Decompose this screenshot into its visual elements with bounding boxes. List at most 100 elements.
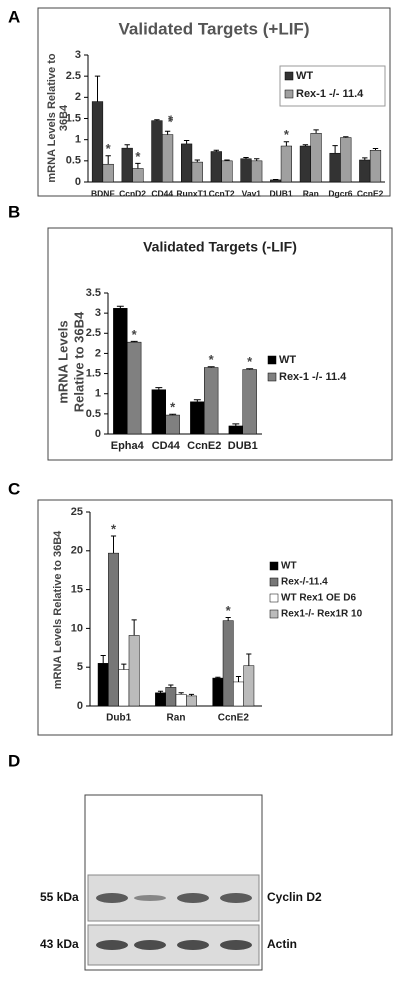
error-bar xyxy=(94,75,101,102)
significance-marker: ** xyxy=(161,115,176,123)
x-tick-label: DUB1 xyxy=(269,188,292,198)
significance-marker: * xyxy=(135,149,141,164)
chart-frame xyxy=(47,227,393,461)
bar xyxy=(186,695,197,707)
significance-marker: * xyxy=(132,327,138,342)
bar xyxy=(240,158,252,183)
legend-swatch xyxy=(284,89,294,99)
x-tick-label: Dub1 xyxy=(106,713,131,724)
legend-label: Rex-1 -/- 11.4 xyxy=(296,88,364,100)
x-tick-label: Epha4 xyxy=(111,440,145,452)
error-bar xyxy=(246,653,252,666)
bar xyxy=(243,665,255,707)
x-tick-label: CcnE2 xyxy=(357,188,384,198)
significance-marker: * xyxy=(209,352,215,367)
bar xyxy=(242,369,257,435)
error-bar xyxy=(188,693,195,696)
y-axis-label: 36B4 xyxy=(58,104,70,131)
error-bar xyxy=(194,159,200,163)
y-tick-label: 3 xyxy=(95,307,101,319)
bar xyxy=(222,620,234,707)
x-tick-label: Vav1 xyxy=(242,188,262,198)
panel-letter: A xyxy=(8,7,20,26)
error-bar xyxy=(131,619,137,636)
error-bar xyxy=(283,141,290,147)
y-tick-label: 2.5 xyxy=(66,70,81,82)
x-tick-label: CcnE2 xyxy=(218,713,250,724)
bar xyxy=(151,389,166,435)
legend-label: WT Rex1 OE D6 xyxy=(281,593,356,604)
error-bar xyxy=(372,148,379,151)
bar xyxy=(162,134,174,183)
x-tick-label: Ran xyxy=(167,713,186,724)
x-tick-label: DUB1 xyxy=(228,440,258,452)
significance-marker: * xyxy=(111,521,117,536)
legend-swatch xyxy=(269,561,279,571)
x-tick-label: CcnD2 xyxy=(119,188,146,198)
bar xyxy=(181,143,193,183)
bar xyxy=(310,133,322,183)
bar xyxy=(127,341,142,435)
legend-swatch xyxy=(269,609,279,619)
x-tick-label: BDNF xyxy=(91,188,115,198)
error-bar xyxy=(157,690,164,693)
error-bar xyxy=(169,413,177,416)
significance-marker: * xyxy=(284,127,290,142)
y-tick-label: 2 xyxy=(75,91,81,103)
error-bar xyxy=(215,676,221,679)
error-bar xyxy=(232,423,240,426)
legend-label: WT xyxy=(296,70,313,82)
error-bar xyxy=(110,535,117,554)
y-axis-label: mRNA Levels Relative to 36B4 xyxy=(52,530,64,689)
error-bar xyxy=(121,663,127,670)
error-bar xyxy=(130,340,138,343)
y-tick-label: 25 xyxy=(71,506,83,518)
bar xyxy=(118,669,130,707)
y-tick-label: 0 xyxy=(77,700,83,712)
panel-letter: B xyxy=(8,202,20,221)
bar xyxy=(204,367,219,435)
legend-swatch xyxy=(284,71,294,81)
bar xyxy=(121,147,133,183)
x-tick-label: RunxT1 xyxy=(176,188,207,198)
legend-swatch xyxy=(267,355,277,365)
bar xyxy=(369,150,382,183)
bar xyxy=(191,161,203,183)
bar xyxy=(212,677,224,707)
error-bar xyxy=(313,129,319,134)
legend-label: Rex1-/- Rex1R 10 xyxy=(281,609,363,620)
error-bar xyxy=(213,149,219,152)
blot-band xyxy=(134,895,166,901)
size-label: 43 kDa xyxy=(40,937,79,951)
bar xyxy=(113,308,128,435)
bar xyxy=(190,401,205,435)
blot-band xyxy=(96,893,128,903)
y-tick-label: 0 xyxy=(95,428,101,440)
error-bar xyxy=(246,368,254,370)
bar xyxy=(165,687,177,707)
legend-label: WT xyxy=(281,561,297,572)
y-tick-label: 20 xyxy=(71,545,83,557)
bar xyxy=(359,159,371,183)
bar xyxy=(270,179,282,183)
bar xyxy=(102,163,114,183)
error-bar xyxy=(235,676,242,682)
error-bar xyxy=(362,157,368,160)
y-axis-label: Relative to 36B4 xyxy=(71,311,86,412)
x-tick-label: CcnT2 xyxy=(209,188,235,198)
bar xyxy=(329,152,341,183)
y-axis-label: mRNA Levels Relative to xyxy=(46,53,58,182)
legend-swatch xyxy=(267,372,277,382)
error-bar xyxy=(243,156,249,159)
error-bar xyxy=(183,140,190,144)
x-tick-label: CD44 xyxy=(152,440,181,452)
legend-frame xyxy=(279,65,386,107)
legend-swatch xyxy=(269,577,279,587)
bar xyxy=(175,694,187,707)
panel-letter: C xyxy=(8,479,20,498)
y-tick-label: 1 xyxy=(95,388,101,400)
legend-label: WT xyxy=(279,354,296,366)
error-bar xyxy=(224,159,230,161)
significance-marker: * xyxy=(106,141,112,156)
y-tick-label: 1 xyxy=(75,134,81,146)
